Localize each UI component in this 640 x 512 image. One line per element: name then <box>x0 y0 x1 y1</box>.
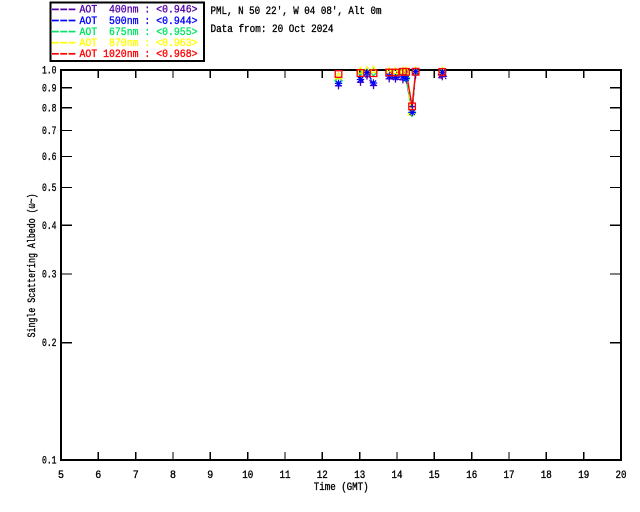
svg-text:Data from: 20 Oct 2024: Data from: 20 Oct 2024 <box>211 24 334 36</box>
svg-text:0.2: 0.2 <box>42 338 57 350</box>
svg-text:7: 7 <box>133 470 139 482</box>
svg-text:Time (GMT): Time (GMT) <box>314 482 369 494</box>
svg-text:10: 10 <box>242 470 253 482</box>
svg-text:0.9: 0.9 <box>42 83 57 95</box>
svg-text:8: 8 <box>170 470 176 482</box>
svg-text:Single Scattering Albedo (ω~): Single Scattering Albedo (ω~) <box>27 194 39 338</box>
svg-text:0.7: 0.7 <box>42 126 57 138</box>
svg-text:14: 14 <box>392 470 403 482</box>
svg-text:5: 5 <box>58 470 64 482</box>
svg-text:11: 11 <box>280 470 291 482</box>
svg-text:13: 13 <box>354 470 365 482</box>
svg-text:0.5: 0.5 <box>42 183 57 195</box>
svg-text:AOT 675nm : <0.955>: AOT 675nm : <0.955> <box>80 27 198 39</box>
svg-text:16: 16 <box>466 470 477 482</box>
svg-text:AOT 870nm : <0.963>: AOT 870nm : <0.963> <box>80 38 198 50</box>
svg-text:0.4: 0.4 <box>42 221 57 233</box>
svg-text:12: 12 <box>317 470 328 482</box>
svg-text:9: 9 <box>207 470 213 482</box>
svg-text:17: 17 <box>504 470 515 482</box>
svg-text:AOT 1020nm : <0.968>: AOT 1020nm : <0.968> <box>80 49 198 61</box>
svg-text:1.0: 1.0 <box>42 66 57 78</box>
svg-text:6: 6 <box>95 470 101 482</box>
svg-text:0.1: 0.1 <box>42 456 57 468</box>
svg-text:AOT 400nm : <0.946>: AOT 400nm : <0.946> <box>80 5 198 17</box>
svg-text:0.8: 0.8 <box>42 103 57 115</box>
svg-text:20: 20 <box>616 470 627 482</box>
svg-text:PML, N 50 22', W 04 08', Alt 0: PML, N 50 22', W 04 08', Alt 0m <box>211 6 382 18</box>
svg-text:AOT 500nm : <0.944>: AOT 500nm : <0.944> <box>80 16 198 28</box>
svg-text:19: 19 <box>578 470 589 482</box>
svg-text:0.3: 0.3 <box>42 270 57 282</box>
svg-text:18: 18 <box>541 470 552 482</box>
svg-text:0.6: 0.6 <box>42 152 57 164</box>
svg-text:15: 15 <box>429 470 440 482</box>
